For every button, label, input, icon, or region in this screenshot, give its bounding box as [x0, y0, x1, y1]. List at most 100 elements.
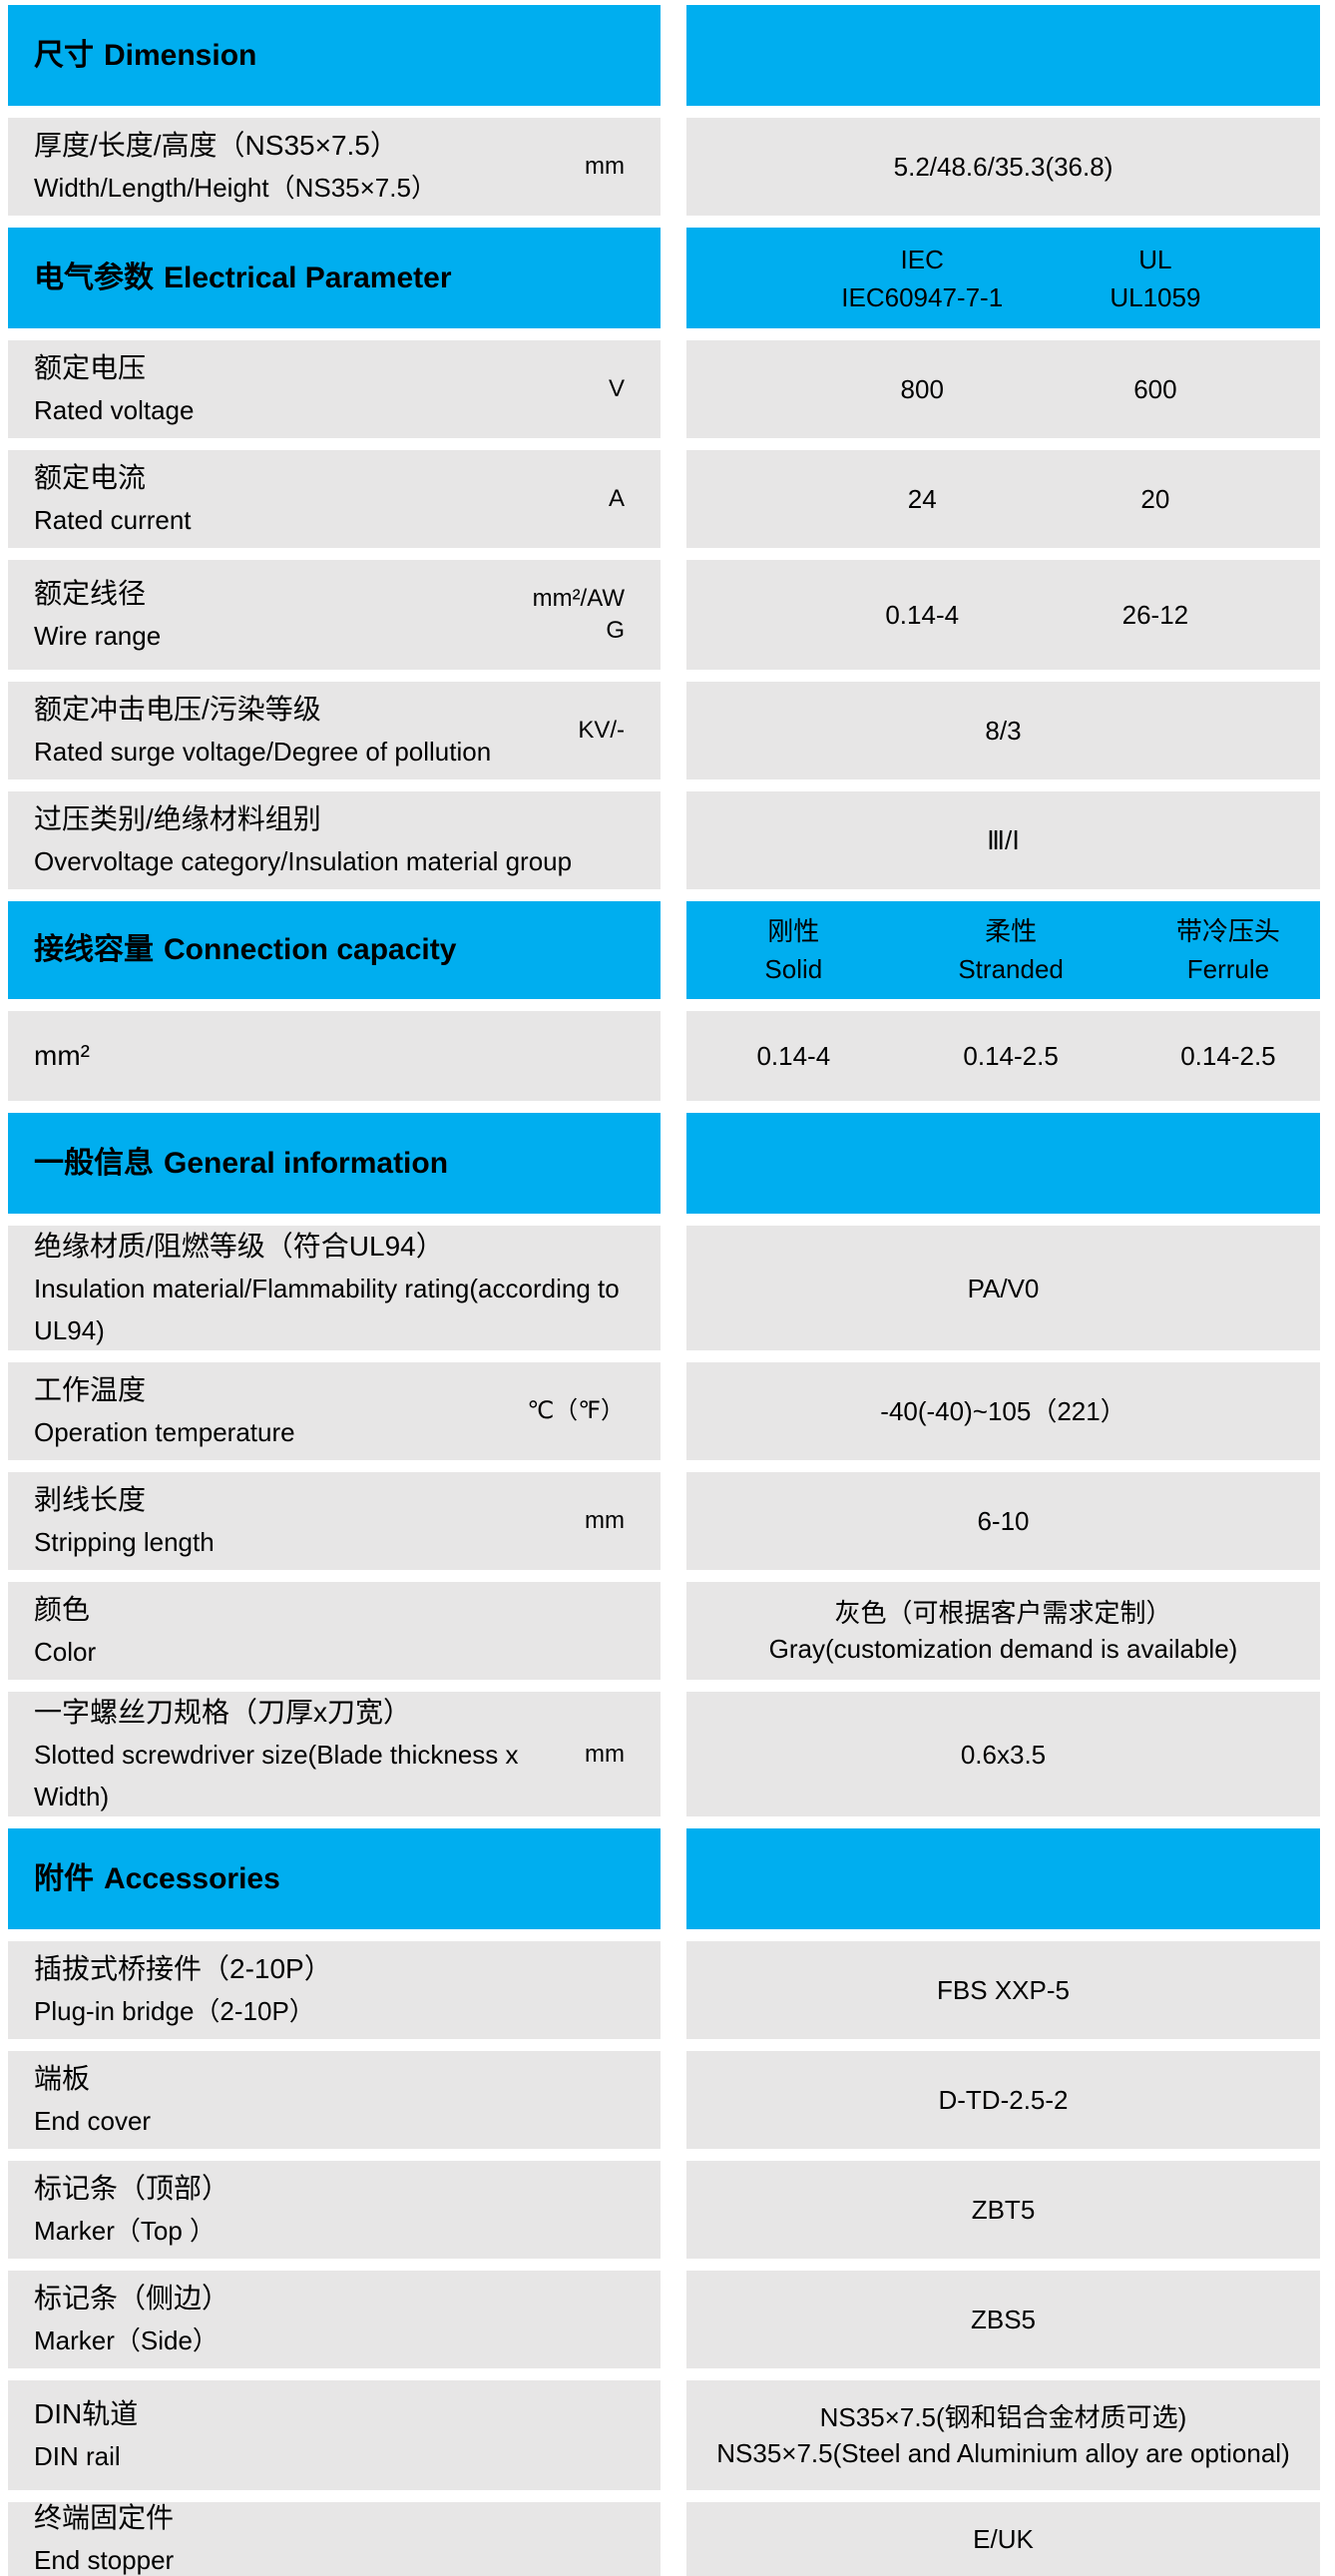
- row-value-cell: 6-10: [686, 1472, 1320, 1570]
- row-label-zh: mm²: [34, 1040, 90, 1071]
- row-label: 剥线长度 Stripping length: [8, 1479, 585, 1563]
- row-label-zh: 厚度/长度/高度（NS35×7.5）: [34, 130, 398, 161]
- row-value-cell: -40(-40)~105（221）: [686, 1362, 1320, 1460]
- row-label-zh: 额定电流: [34, 462, 147, 493]
- section-header-left: 附件 Accessories: [8, 1828, 661, 1929]
- row-label-en: Operation temperature: [34, 1417, 295, 1447]
- table-row: 终端固定件 End stopper E/UK: [8, 2502, 1320, 2576]
- row-label: 一字螺丝刀规格（刀厚x刀宽） Slotted screwdriver size(B…: [8, 1692, 585, 1817]
- section-header-title: 尺寸 Dimension: [8, 37, 256, 75]
- row-label-en: Plug-in bridge（2-10P）: [34, 1996, 315, 2026]
- row-label-en: Wire range: [34, 621, 162, 651]
- value-text: 灰色（可根据客户需求定制） Gray(customization demand …: [768, 1598, 1238, 1664]
- row-label: 绝缘材质/阻燃等级（符合UL94） Insulation material/Fla…: [8, 1226, 661, 1351]
- row-value-cell: Ⅲ/Ⅰ: [686, 791, 1320, 889]
- row-value-cell: 0.14-4 0.14-2.5 0.14-2.5: [686, 1011, 1320, 1101]
- row-label-en: DIN rail: [34, 2441, 121, 2471]
- row-label-zh: 插拔式桥接件（2-10P）: [34, 1953, 332, 1984]
- row-label-cell: 标记条（侧边） Marker（Side）: [8, 2271, 661, 2368]
- table-row: 额定电流 Rated current A 24 20: [8, 450, 1320, 548]
- section-title-en: Accessories: [104, 1861, 280, 1895]
- column-header-en: Solid: [764, 954, 823, 984]
- unit-cell: ℃（℉）: [527, 1397, 625, 1424]
- table-row: 厚度/长度/高度（NS35×7.5） Width/Length/Height（NS…: [8, 118, 1320, 216]
- value-text: Ⅲ/Ⅰ: [987, 825, 1020, 855]
- table-row: 额定线径 Wire range mm²/AWG 0.14-4 26-12: [8, 560, 1320, 670]
- row-label-en: Insulation material/Flammability rating(…: [34, 1273, 620, 1345]
- row-label-zh: 绝缘材质/阻燃等级（符合UL94）: [34, 1230, 444, 1262]
- value-text: 26-12: [1121, 600, 1189, 630]
- row-label-cell: 剥线长度 Stripping length mm: [8, 1472, 661, 1570]
- value-text: FBS XXP-5: [937, 1975, 1070, 2005]
- row-label-cell: 额定线径 Wire range mm²/AWG: [8, 560, 661, 670]
- row-value-cell: D-TD-2.5-2: [686, 2051, 1320, 2149]
- row-value-cell: 800 600: [686, 340, 1320, 438]
- row-value-cell: 0.14-4 26-12: [686, 560, 1320, 670]
- section-title-en: Connection capacity: [164, 933, 457, 966]
- row-label: 额定冲击电压/污染等级 Rated surge voltage/Degree of…: [8, 689, 578, 773]
- row-label: 额定线径 Wire range: [8, 573, 515, 657]
- row-value-cell: 5.2/48.6/35.3(36.8): [686, 118, 1320, 216]
- column-header-en: Stranded: [958, 954, 1064, 984]
- unit-cell: mm²/AWG: [532, 585, 625, 644]
- row-label-cell: 额定电流 Rated current A: [8, 450, 661, 548]
- row-label: 标记条（顶部） Marker（Top ）: [8, 2168, 661, 2252]
- row-label-zh: 颜色: [34, 1594, 91, 1625]
- value-text: 0.14-4: [756, 1041, 831, 1071]
- unit-cell: mm: [585, 1740, 625, 1768]
- row-label-en: Overvoltage category/Insulation material…: [34, 846, 573, 876]
- row-label: 工作温度 Operation temperature: [8, 1369, 527, 1453]
- row-value-cell: FBS XXP-5: [686, 1941, 1320, 2039]
- row-label-zh: 额定线径: [34, 578, 147, 609]
- row-label: 额定电流 Rated current: [8, 457, 609, 541]
- section-header-row: 尺寸 Dimension: [8, 5, 1320, 106]
- table-row: 颜色 Color 灰色（可根据客户需求定制） Gray(customization …: [8, 1582, 1320, 1680]
- column-header-en: IEC60947-7-1: [841, 281, 1004, 312]
- row-label: 插拔式桥接件（2-10P） Plug-in bridge（2-10P）: [8, 1948, 661, 2032]
- row-label-cell: 绝缘材质/阻燃等级（符合UL94） Insulation material/Fla…: [8, 1226, 661, 1350]
- section-title-zh: 电气参数: [34, 260, 154, 294]
- value-text: 0.14-4: [885, 600, 960, 630]
- section-header-left: 尺寸 Dimension: [8, 5, 661, 106]
- row-value-cell: ZBT5: [686, 2161, 1320, 2259]
- section-header-row: 接线容量 Connection capacity 刚性 Solid 柔性 Stranded…: [8, 901, 1320, 999]
- section-header-title: 电气参数 Electrical Parameter: [8, 259, 452, 297]
- row-label-en: Color: [34, 1637, 97, 1667]
- value-text: E/UK: [973, 2524, 1034, 2554]
- unit-cell: KV/-: [578, 717, 625, 744]
- value-text: -40(-40)~105（221）: [880, 1396, 1126, 1426]
- table-row: DIN轨道 DIN rail NS35×7.5(钢和铝合金材质可选) NS35×7.…: [8, 2380, 1320, 2490]
- column-header-zh: 刚性: [767, 916, 820, 946]
- row-label-cell: 颜色 Color: [8, 1582, 661, 1680]
- row-label: 过压类别/绝缘材料组别 Overvoltage category/Insulati…: [8, 798, 661, 882]
- row-label-cell: 终端固定件 End stopper: [8, 2502, 661, 2576]
- row-label-cell: mm²: [8, 1011, 661, 1101]
- section-header-row: 一般信息 General information: [8, 1113, 1320, 1214]
- row-label-en: Rated current: [34, 505, 192, 535]
- value-text: 24: [907, 484, 937, 514]
- row-label-cell: 厚度/长度/高度（NS35×7.5） Width/Length/Height（NS…: [8, 118, 661, 216]
- table-row: 端板 End cover D-TD-2.5-2: [8, 2051, 1320, 2149]
- row-label-zh: 端板: [34, 2063, 91, 2094]
- value-text: 20: [1140, 484, 1170, 514]
- section-header-title: 一般信息 General information: [8, 1145, 448, 1183]
- row-label: 终端固定件 End stopper: [8, 2497, 661, 2576]
- row-value-cell: NS35×7.5(钢和铝合金材质可选) NS35×7.5(Steel and A…: [686, 2380, 1320, 2490]
- value-text: 6-10: [977, 1506, 1030, 1536]
- section-header-title: 附件 Accessories: [8, 1860, 280, 1898]
- row-label: DIN轨道 DIN rail: [8, 2393, 661, 2477]
- row-value-cell: 8/3: [686, 682, 1320, 779]
- section-header-right: IEC IEC60947-7-1 UL UL1059: [686, 228, 1320, 328]
- column-header: IEC IEC60947-7-1: [841, 241, 1003, 316]
- value-text: PA/V0: [967, 1273, 1040, 1303]
- table-row: 一字螺丝刀规格（刀厚x刀宽） Slotted screwdriver size(B…: [8, 1692, 1320, 1816]
- section-header-right: [686, 5, 1320, 106]
- row-label-en: Marker（Side）: [34, 2325, 219, 2355]
- section-header-right: 刚性 Solid 柔性 Stranded 带冷压头 Ferrule: [686, 901, 1320, 999]
- column-header: 柔性 Stranded: [958, 912, 1064, 988]
- table-row: 额定冲击电压/污染等级 Rated surge voltage/Degree of…: [8, 682, 1320, 779]
- row-label: 端板 End cover: [8, 2058, 661, 2142]
- row-label: 额定电压 Rated voltage: [8, 347, 609, 431]
- table-row: 剥线长度 Stripping length mm 6-10: [8, 1472, 1320, 1570]
- value-text: 5.2/48.6/35.3(36.8): [893, 152, 1113, 182]
